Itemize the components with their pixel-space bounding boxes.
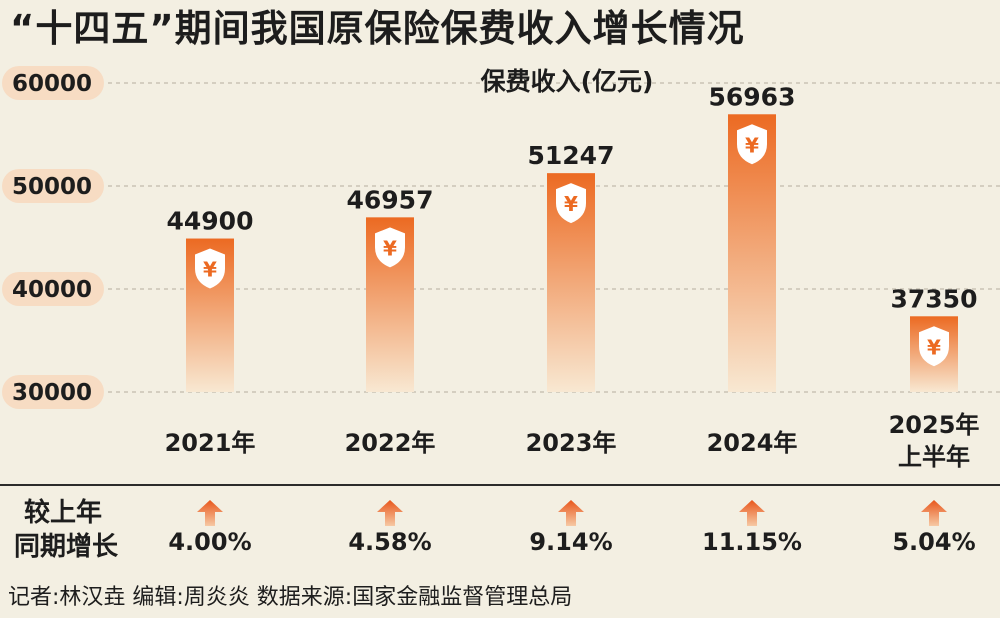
bar-chart: 60000 50000 40000 30000 44900 ¥2021年 46957 ¥20…: [2, 66, 1000, 471]
x-category-label: 2025年上半年: [889, 411, 980, 471]
growth-value: 4.00%: [168, 528, 252, 556]
table-divider: [0, 484, 1000, 486]
up-arrow-icon: [739, 500, 765, 526]
y-tick-label: 30000: [12, 380, 92, 406]
growth-cell: 4.58%: [320, 500, 460, 556]
svg-text:¥: ¥: [564, 192, 578, 216]
y-tick-label: 50000: [12, 174, 92, 200]
growth-value: 5.04%: [892, 528, 976, 556]
yuan-shield-icon: ¥: [737, 124, 767, 165]
growth-label-line1: 较上年: [24, 498, 103, 528]
growth-row-label: 较上年 同期增长: [14, 496, 134, 564]
y-tick-pill: [2, 272, 104, 306]
y-tick-pill: [2, 169, 104, 203]
yuan-shield-icon: ¥: [195, 248, 225, 289]
growth-label-line2: 同期增长: [14, 532, 119, 562]
bar-value-label: 56963: [709, 82, 796, 111]
y-tick-pill: [2, 375, 104, 409]
y-tick-label: 40000: [12, 277, 92, 303]
up-arrow-icon: [558, 500, 584, 526]
x-category-label: 2022年: [345, 429, 436, 457]
growth-value: 9.14%: [529, 528, 613, 556]
up-arrow-icon: [197, 500, 223, 526]
y-tick-pill: [2, 66, 104, 100]
growth-cell: 11.15%: [682, 500, 822, 556]
growth-value: 11.15%: [702, 528, 802, 556]
x-category-label: 2023年: [526, 429, 617, 457]
y-unit-label: 保费收入(亿元): [480, 67, 654, 96]
x-category-label: 2021年: [165, 429, 256, 457]
growth-cell: 4.00%: [140, 500, 280, 556]
bar-value-label: 37350: [891, 284, 978, 313]
bar-value-label: 46957: [347, 185, 434, 214]
growth-cell: 5.04%: [864, 500, 1000, 556]
svg-text:¥: ¥: [203, 258, 217, 282]
yuan-shield-icon: ¥: [556, 183, 586, 224]
y-tick-label: 60000: [12, 71, 92, 97]
credits-footer: 记者:林汉垚 编辑:周炎炎 数据来源:国家金融监督管理总局: [8, 585, 573, 610]
yuan-shield-icon: ¥: [919, 326, 949, 367]
bar-value-label: 51247: [528, 141, 615, 170]
growth-cell: 9.14%: [501, 500, 641, 556]
svg-text:¥: ¥: [745, 133, 759, 157]
growth-value: 4.58%: [348, 528, 432, 556]
chart-title: “十四五”期间我国原保险保费收入增长情况: [10, 7, 745, 50]
svg-text:¥: ¥: [383, 236, 397, 260]
up-arrow-icon: [921, 500, 947, 526]
yuan-shield-icon: ¥: [375, 227, 405, 268]
up-arrow-icon: [377, 500, 403, 526]
bar-value-label: 44900: [167, 207, 254, 236]
x-category-label: 2024年: [707, 429, 798, 457]
svg-text:¥: ¥: [927, 335, 941, 359]
